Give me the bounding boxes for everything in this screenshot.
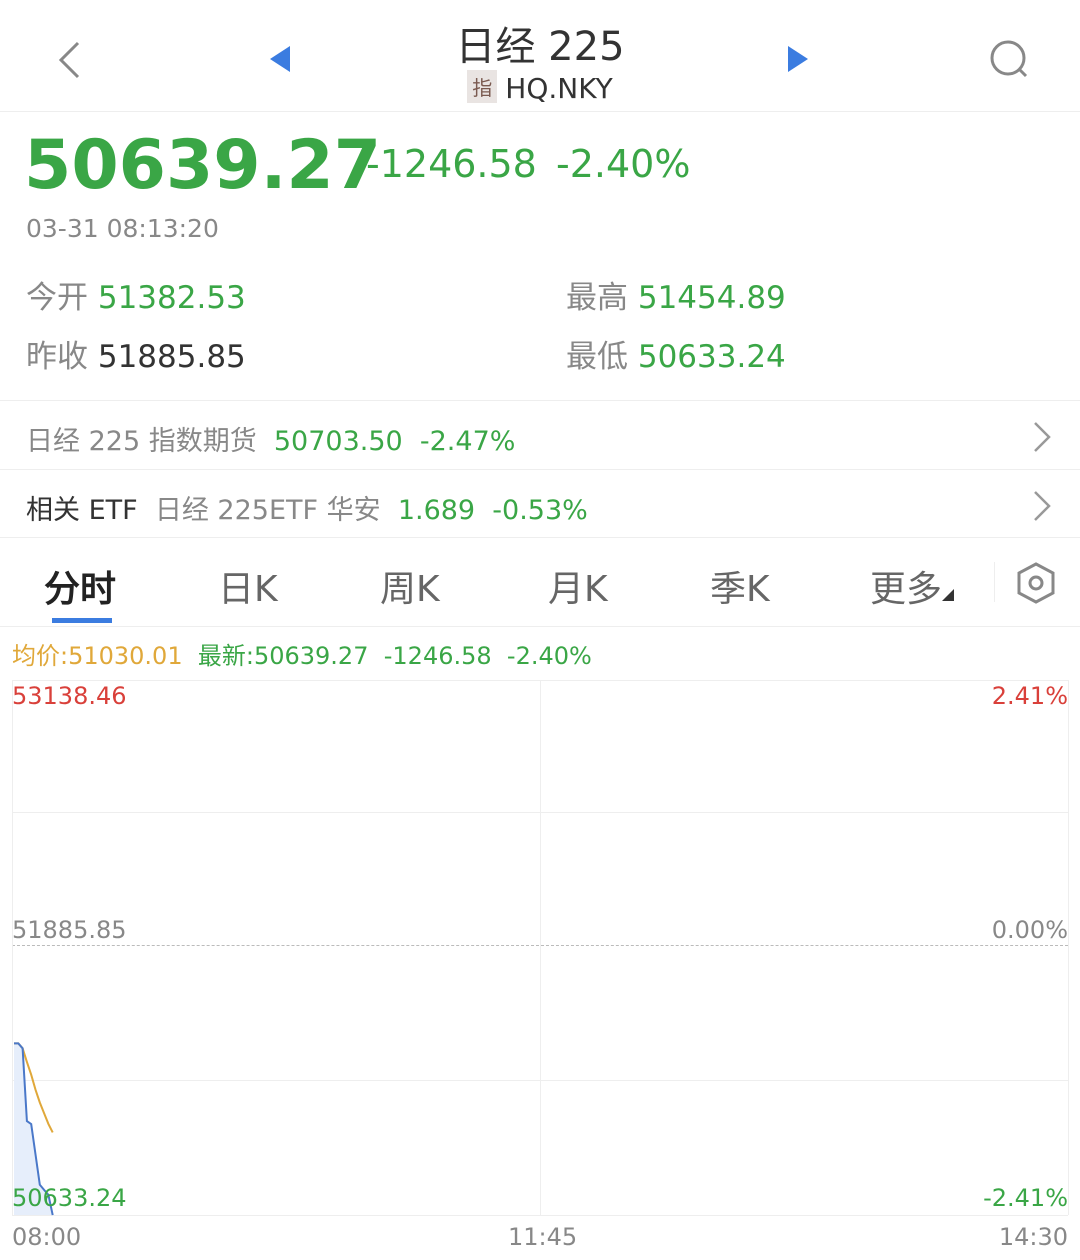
y-top-label: 53138.46 xyxy=(12,682,127,710)
futures-name: 日经 225 指数期货 xyxy=(26,426,257,457)
low-value: 50633.24 xyxy=(637,339,786,375)
prev-triangle-icon[interactable] xyxy=(270,46,292,72)
pct-bottom-label: -2.41% xyxy=(983,1184,1068,1212)
open-label: 今开 xyxy=(26,280,88,316)
x-tick-mid: 11:45 xyxy=(508,1223,578,1251)
chart-legend: 均价:51030.01 最新:50639.27 -1246.58 -2.40% xyxy=(12,636,592,671)
search-icon[interactable] xyxy=(988,38,1032,82)
tab-intraday[interactable]: 分时 xyxy=(44,569,117,610)
etf-change: -0.53% xyxy=(492,495,588,526)
tab-daily-k[interactable]: 日K xyxy=(218,569,278,610)
tab-more[interactable]: 更多 xyxy=(870,560,955,612)
index-badge: 指 xyxy=(467,70,498,103)
chevron-right-icon xyxy=(1034,491,1051,521)
active-tab-indicator xyxy=(52,618,112,623)
price-change: -1246.58 xyxy=(366,142,537,186)
etf-label: 相关 ETF xyxy=(26,495,138,526)
price-line xyxy=(14,1042,54,1216)
futures-price: 50703.50 xyxy=(273,426,403,457)
y-mid-label: 51885.85 xyxy=(12,916,127,944)
more-label: 更多 xyxy=(870,569,943,610)
low-label: 最低 xyxy=(566,339,628,375)
prev-close-value: 51885.85 xyxy=(97,339,246,375)
y-bottom-label: 50633.24 xyxy=(12,1184,127,1212)
x-tick-end: 14:30 xyxy=(998,1223,1068,1251)
code-text: HQ.NKY xyxy=(505,72,613,105)
open-value: 51382.53 xyxy=(97,280,246,316)
next-triangle-icon[interactable] xyxy=(788,46,810,72)
tab-monthly-k[interactable]: 月K xyxy=(548,569,608,610)
etf-row[interactable]: 相关 ETF 日经 225ETF 华安 1.689 -0.53% xyxy=(0,469,1080,538)
avg-price-legend: 均价:51030.01 xyxy=(12,642,183,670)
latest-price-legend: 最新:50639.27 xyxy=(197,642,369,670)
prev-close-label: 昨收 xyxy=(26,339,88,375)
page-title: 日经 225 xyxy=(455,24,625,70)
symbol-code: 指 HQ.NKY xyxy=(0,70,1080,105)
etf-name: 日经 225ETF 华安 xyxy=(154,495,381,526)
pct-top-label: 2.41% xyxy=(991,682,1068,710)
chevron-right-icon xyxy=(1034,422,1051,452)
futures-change: -2.47% xyxy=(419,426,516,457)
legend-change: -1246.58 xyxy=(383,642,492,670)
current-price: 50639.27 xyxy=(24,126,382,205)
futures-row[interactable]: 日经 225 指数期货 50703.50 -2.47% xyxy=(0,400,1080,469)
settings-icon[interactable] xyxy=(1016,562,1056,604)
tab-weekly-k[interactable]: 周K xyxy=(380,569,440,610)
dropdown-corner-icon xyxy=(942,589,955,601)
price-area xyxy=(14,1043,53,1216)
tab-quarterly-k[interactable]: 季K xyxy=(710,569,770,610)
header xyxy=(0,0,1080,112)
back-icon[interactable] xyxy=(56,40,84,80)
legend-change-pct: -2.40% xyxy=(506,642,592,670)
timestamp: 03-31 08:13:20 xyxy=(26,214,219,243)
high-value: 51454.89 xyxy=(637,280,786,316)
x-tick-start: 08:00 xyxy=(12,1223,82,1251)
high-label: 最高 xyxy=(566,280,628,316)
etf-price: 1.689 xyxy=(397,495,476,526)
pct-mid-label: 0.00% xyxy=(991,916,1068,944)
price-change-pct: -2.40% xyxy=(556,142,691,186)
